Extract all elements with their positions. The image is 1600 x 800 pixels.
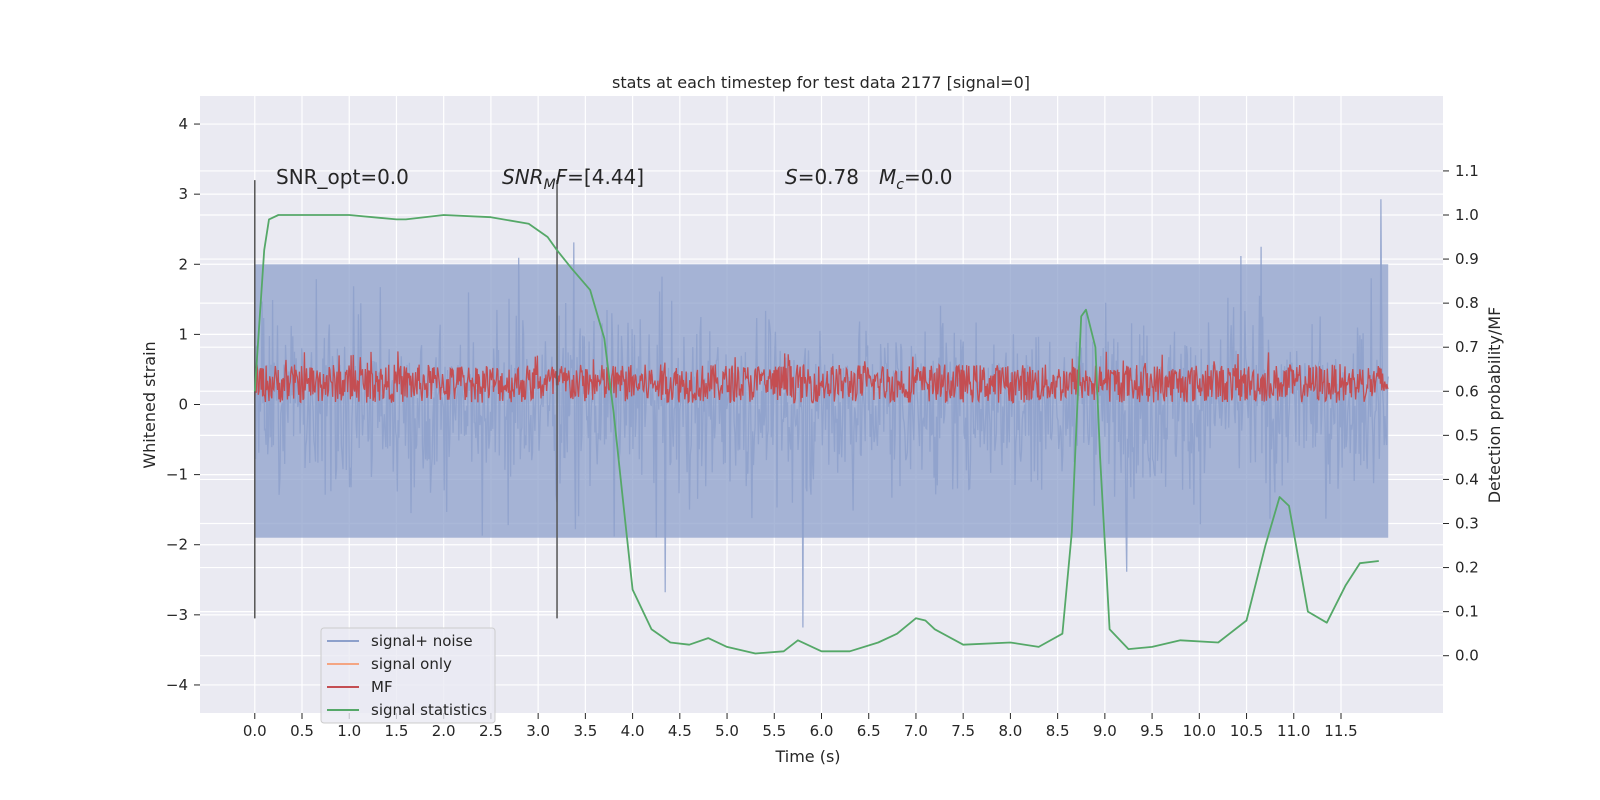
y-tick-label: −3	[166, 606, 188, 624]
y-axis-label: Whitened strain	[140, 341, 159, 468]
y-tick-label: 2	[178, 255, 188, 273]
x-tick-label: 7.0	[904, 722, 928, 740]
y-right-tick-label: 1.1	[1455, 162, 1479, 180]
series-mf	[254, 351, 1389, 404]
x-tick-label: 1.5	[385, 722, 409, 740]
x-tick-label: 0.0	[243, 722, 267, 740]
x-tick-label: 9.0	[1093, 722, 1117, 740]
y-right-tick-label: 1.0	[1455, 206, 1479, 224]
y-axis-ticks: −4 −3 −2 −1 0 1 2 3 4	[166, 115, 200, 694]
y-tick-label: −1	[166, 466, 188, 484]
x-tick-label: 3.0	[526, 722, 550, 740]
x-axis-ticks: 0.0 0.5 1.0 1.5 2.0 2.5 3.0 3.5 4.0 4.5 5.0 5.5 6.0 6…	[243, 713, 1358, 740]
x-tick-label: 2.5	[479, 722, 503, 740]
x-tick-label: 6.5	[857, 722, 881, 740]
y-right-tick-label: 0.0	[1455, 647, 1479, 665]
noise-dense-band	[254, 264, 1389, 538]
y-right-tick-label: 0.6	[1455, 382, 1479, 400]
x-tick-label: 10.0	[1183, 722, 1216, 740]
x-tick-label: 4.0	[621, 722, 645, 740]
y-right-tick-label: 0.7	[1455, 338, 1479, 356]
annotation-mc: Mc=0.0	[879, 165, 953, 193]
x-tick-label: 11.5	[1324, 722, 1357, 740]
legend-label: signal+ noise	[371, 632, 473, 650]
x-tick-label: 9.5	[1140, 722, 1164, 740]
legend: signal+ noise signal only MF signal statist…	[320, 627, 496, 724]
x-tick-label: 6.0	[810, 722, 834, 740]
s-var: S	[785, 165, 798, 189]
y-right-tick-label: 0.1	[1455, 603, 1479, 621]
annotation-snr-opt: SNR_opt=0.0	[276, 165, 409, 189]
legend-box	[320, 627, 496, 724]
x-tick-label: 8.5	[1046, 722, 1070, 740]
chart-title: stats at each timestep for test data 217…	[612, 73, 1030, 92]
x-tick-label: 11.0	[1277, 722, 1310, 740]
y-right-tick-label: 0.2	[1455, 559, 1479, 577]
y-right-tick-label: 0.9	[1455, 250, 1479, 268]
snr-mf-base: SNR	[502, 165, 544, 189]
x-tick-label: 1.0	[337, 722, 361, 740]
legend-label: MF	[371, 678, 393, 696]
y-tick-label: 4	[178, 115, 188, 133]
y-tick-label: 1	[178, 325, 188, 343]
x-tick-label: 5.0	[715, 722, 739, 740]
mc-var: M	[879, 165, 896, 189]
mc-sub: c	[896, 177, 904, 193]
x-tick-label: 0.5	[290, 722, 314, 740]
legend-label: signal statistics	[371, 701, 487, 719]
x-tick-label: 2.0	[432, 722, 456, 740]
y-tick-label: 3	[178, 185, 188, 203]
snr-mf-sub: M	[544, 177, 556, 193]
legend-label: signal only	[371, 655, 452, 673]
annotation-s: S=0.78	[785, 165, 859, 189]
x-tick-label: 8.0	[998, 722, 1022, 740]
annotation-snr-mf: SNRMF=[4.44]	[502, 165, 644, 193]
x-tick-label: 5.5	[762, 722, 786, 740]
x-tick-label: 10.5	[1230, 722, 1263, 740]
x-axis-label: Time (s)	[774, 747, 840, 766]
x-tick-label: 3.5	[573, 722, 597, 740]
y-axis-right-label: Detection probability/MF	[1485, 307, 1504, 504]
x-tick-label: 4.5	[668, 722, 692, 740]
x-tick-label: 7.5	[951, 722, 975, 740]
y-right-tick-label: 0.4	[1455, 470, 1479, 488]
mc-val: =0.0	[904, 165, 953, 189]
y-tick-label: 0	[178, 396, 188, 414]
y-right-tick-label: 0.8	[1455, 294, 1479, 312]
plot-content	[253, 180, 1389, 655]
snr-mf-tail: =[4.44]	[567, 165, 644, 189]
y-axis-right-ticks: 0.0 0.1 0.2 0.3 0.4 0.5 0.6 0.7 0.8 0.9 1.0 1.1	[1443, 162, 1479, 665]
s-val: =0.78	[798, 165, 859, 189]
y-tick-label: −4	[166, 676, 188, 694]
y-tick-label: −2	[166, 536, 188, 554]
y-right-tick-label: 0.3	[1455, 514, 1479, 532]
series-signal-statistics	[253, 214, 1379, 655]
y-right-tick-label: 0.5	[1455, 426, 1479, 444]
snr-mf-tail-var: F	[556, 165, 568, 189]
